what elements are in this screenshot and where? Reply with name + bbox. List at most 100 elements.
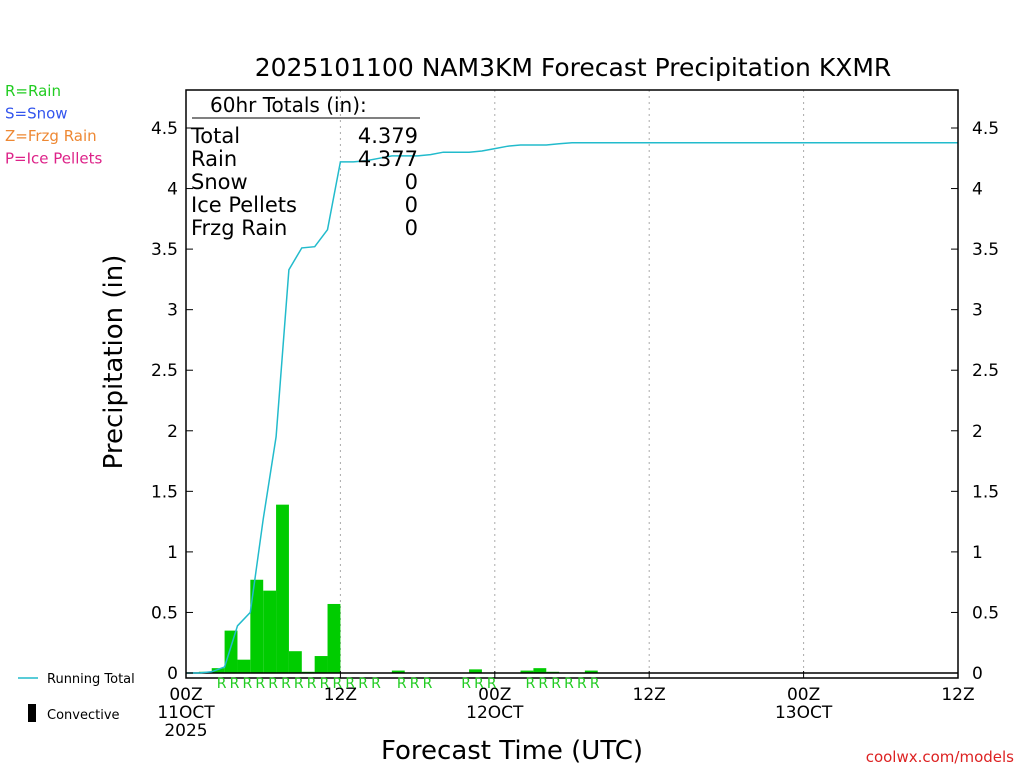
plot-frame [185,89,959,679]
precip-bar [314,656,328,673]
series-legend: Running Total Convective [18,672,135,723]
precip-bar [391,670,405,673]
ptype-marker: R [230,676,240,692]
precip-bar [288,651,302,673]
legend-label: Convective [47,708,120,723]
totals-heading: 60hr Totals (in): [210,93,367,117]
running-total-line [186,141,958,674]
ptype-legend-item: P=Ice Pellets [5,150,102,168]
grid [339,90,805,673]
hourly-precip-bars [198,504,598,673]
y-tick-label-right: 2 [972,422,983,442]
y-tick-label-right: 1.5 [972,482,999,502]
totals-value: 0 [405,193,418,217]
precip-bar [584,670,598,673]
ptype-marker: R [487,676,497,692]
ptype-marker: R [371,676,381,692]
precip-bar [263,590,277,673]
y-tick-label-right: 3.5 [972,240,999,260]
ptype-legend-item: S=Snow [5,105,68,123]
x-tick-label: 00Z [478,685,511,705]
x-tick-label: 11OCT [157,703,215,723]
precip-bar [327,603,341,673]
ptype-marker: R [268,676,278,692]
y-axis-left: 0 0.5 1 1.5 2 2.5 3 3.5 4 4.5 [151,119,193,684]
ptype-marker: R [281,676,291,692]
ptype-marker: R [474,676,484,692]
totals-label: Total [190,124,240,148]
precip-bar [211,668,225,673]
y-tick-label-right: 4.5 [972,119,999,139]
ptype-legend-item: Z=Frzg Rain [5,127,97,145]
ptype-marker: R [590,676,600,692]
x-tick-label: 13OCT [775,703,833,723]
precip-bar [520,670,534,673]
y-tick-label: 2.5 [151,361,178,381]
ptype-marker: R [397,676,407,692]
ptype-marker: R [242,676,252,692]
totals-label: Rain [191,147,237,171]
totals-label: Snow [191,170,248,194]
totals-value: 4.377 [358,147,418,171]
x-tick-label: 00Z [787,685,820,705]
totals-value: 4.379 [358,124,418,148]
y-tick-label: 4.5 [151,119,178,139]
x-tick-label: 12OCT [466,703,524,723]
y-tick-label: 1.5 [151,482,178,502]
precip-bar [224,630,238,673]
precip-bar [469,669,482,673]
x-tick-label: 12Z [941,685,974,705]
y-tick-label: 3 [167,301,178,321]
y-tick-label: 2 [167,422,178,442]
legend-label: Running Total [47,672,135,687]
ptype-marker: R [307,676,317,692]
y-tick-label: 0.5 [151,603,178,623]
x-tick-label: 00Z [169,685,202,705]
totals-label: Ice Pellets [191,193,297,217]
precip-bar [237,659,251,673]
x-tick-label: 12Z [633,685,666,705]
y-tick-label: 0 [167,664,178,684]
y-tick-label: 3.5 [151,240,178,260]
ptype-marker: R [538,676,548,692]
legend-bar-swatch [28,704,36,722]
y-tick-label: 1 [167,543,178,563]
ptype-legend-item: R=Rain [5,82,61,100]
totals-value: 0 [405,216,418,240]
ptype-marker: R [217,676,227,692]
ptype-marker: R [526,676,536,692]
chart-title: 2025101100 NAM3KM Forecast Precipitation… [255,53,892,82]
y-tick-label: 4 [167,180,178,200]
y-tick-label-right: 0.5 [972,603,999,623]
ptype-marker: R [333,676,343,692]
ptype-marker: R [255,676,265,692]
ptype-marker: R [564,676,574,692]
x-tick-label: 12Z [324,685,357,705]
totals-box: 60hr Totals (in): Total 4.379 Rain 4.377 Sno… [190,93,420,240]
ptype-marker: R [410,676,420,692]
totals-value: 0 [405,170,418,194]
ptype-marker: R [320,676,330,692]
y-tick-label-right: 2.5 [972,361,999,381]
y-axis-right: 0 0.5 1 1.5 2 2.5 3 3.5 4 4.5 [951,119,999,684]
ptype-marker: R [358,676,368,692]
ptype-legend: R=Rain S=Snow Z=Frzg Rain P=Ice Pellets [5,82,102,168]
credit-text: coolwx.com/models [866,748,1014,766]
totals-label: Frzg Rain [191,216,287,240]
y-tick-label-right: 0 [972,664,983,684]
y-tick-label-right: 3 [972,301,983,321]
y-tick-label-right: 4 [972,180,983,200]
x-tick-label: 2025 [164,721,207,741]
ptype-marker: R [423,676,433,692]
ptype-marker: R [577,676,587,692]
y-tick-label-right: 1 [972,543,983,563]
ptype-marker: R [551,676,561,692]
ptype-marker: R [461,676,471,692]
x-axis-label: Forecast Time (UTC) [381,736,643,766]
precip-bar [276,504,289,673]
ptype-marker: R [345,676,355,692]
y-axis-label: Precipitation (in) [99,255,129,470]
